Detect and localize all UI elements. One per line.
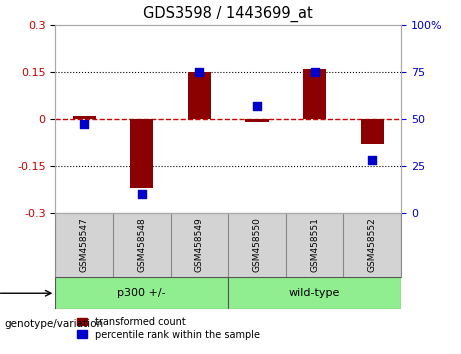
Bar — [245, 119, 268, 122]
Point — [369, 157, 376, 163]
Point — [254, 103, 261, 108]
Point — [80, 121, 88, 127]
Point — [311, 69, 318, 75]
Bar — [72, 116, 95, 119]
Bar — [130, 119, 153, 188]
Bar — [228, 277, 401, 309]
Point — [138, 191, 146, 197]
Bar — [188, 72, 211, 119]
Text: GSM458551: GSM458551 — [310, 217, 319, 272]
Bar — [361, 119, 384, 144]
Title: GDS3598 / 1443699_at: GDS3598 / 1443699_at — [143, 6, 313, 22]
Text: p300 +/-: p300 +/- — [118, 288, 166, 298]
Legend: transformed count, percentile rank within the sample: transformed count, percentile rank withi… — [77, 317, 260, 339]
Text: GSM458547: GSM458547 — [80, 218, 89, 272]
Text: GSM458550: GSM458550 — [253, 217, 261, 272]
Text: GSM458549: GSM458549 — [195, 218, 204, 272]
Bar — [55, 277, 228, 309]
Text: GSM458548: GSM458548 — [137, 218, 146, 272]
Text: GSM458552: GSM458552 — [368, 218, 377, 272]
Point — [195, 69, 203, 75]
Text: wild-type: wild-type — [289, 288, 340, 298]
Bar — [303, 69, 326, 119]
Text: genotype/variation: genotype/variation — [5, 319, 104, 329]
